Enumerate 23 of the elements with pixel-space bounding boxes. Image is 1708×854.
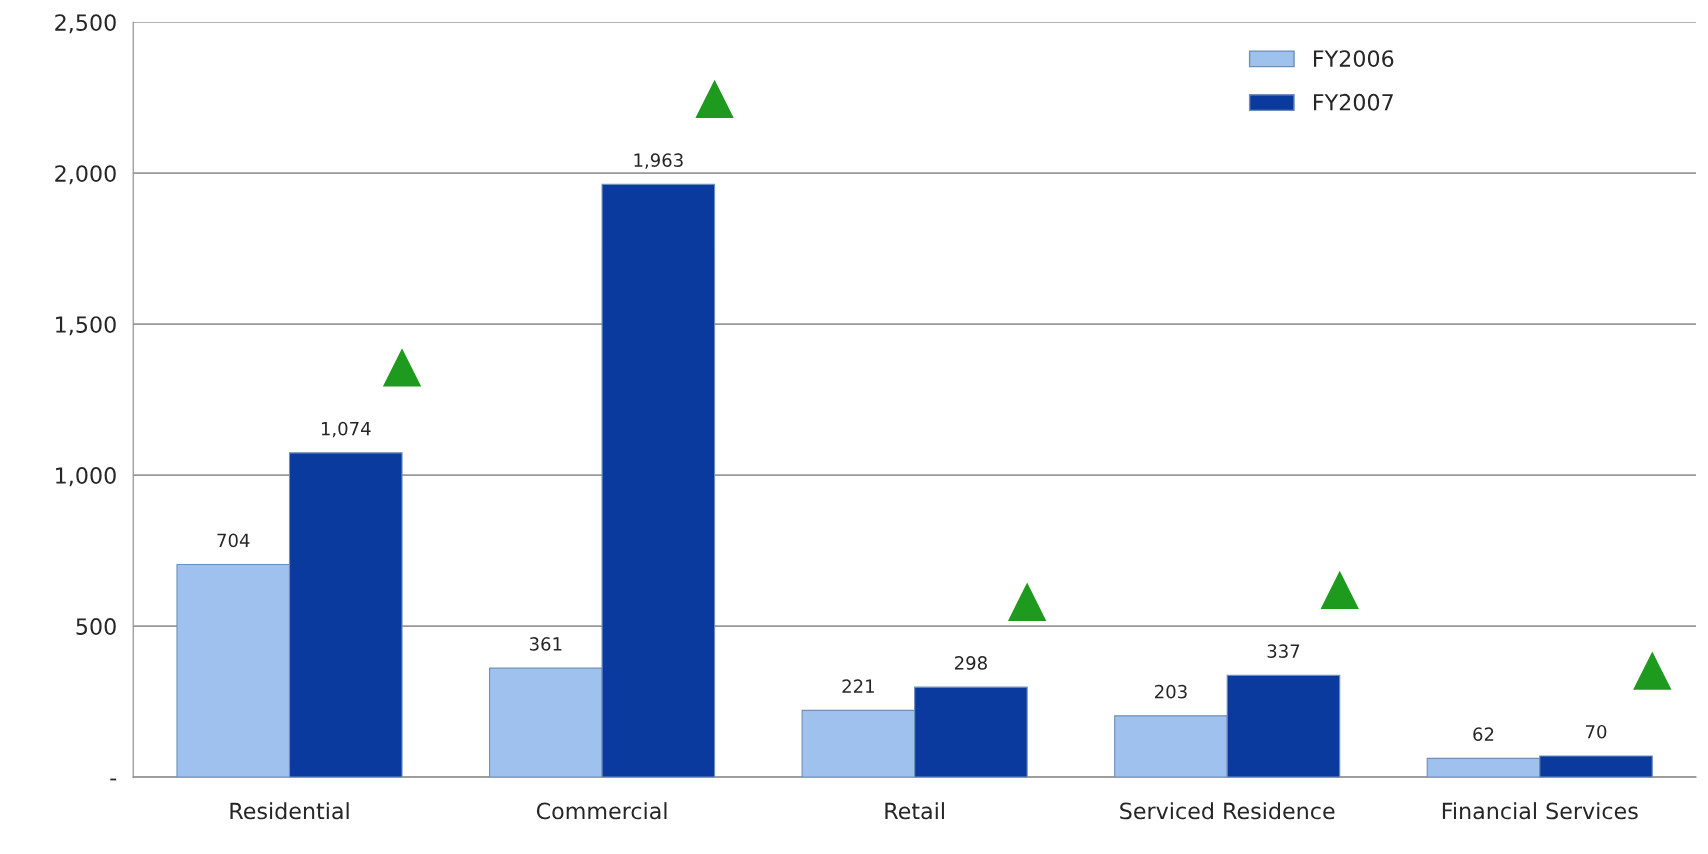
x-tick-label: Retail	[885, 802, 944, 820]
data-label: 337	[1267, 644, 1300, 658]
data-label: 62	[1473, 727, 1494, 742]
data-label: 1,963	[634, 153, 683, 169]
data-label: 221	[842, 679, 874, 693]
x-tick-label: Residential	[230, 802, 349, 820]
x-tick-label: Serviced Residence	[1120, 802, 1335, 820]
y-tick-label: 2,000	[55, 165, 116, 185]
data-label: 70	[1586, 724, 1607, 739]
y-tick-label: 1,000	[56, 467, 116, 487]
y-tick-label: 500	[76, 618, 116, 635]
y-tick-label: 2,500	[55, 14, 116, 34]
data-label: 203	[1155, 684, 1187, 699]
y-tick-label: -	[110, 778, 117, 781]
data-label: 361	[529, 637, 562, 651]
legend-label: FY2007	[1314, 93, 1393, 111]
x-tick-label: Financial Services	[1442, 802, 1638, 820]
data-label: 704	[217, 533, 250, 548]
data-label: 1,074	[321, 421, 371, 438]
x-tick-label: Commercial	[536, 802, 667, 820]
legend-label: FY2006	[1314, 50, 1394, 67]
y-tick-label: 1,500	[56, 316, 116, 336]
data-label: 298	[954, 656, 987, 670]
